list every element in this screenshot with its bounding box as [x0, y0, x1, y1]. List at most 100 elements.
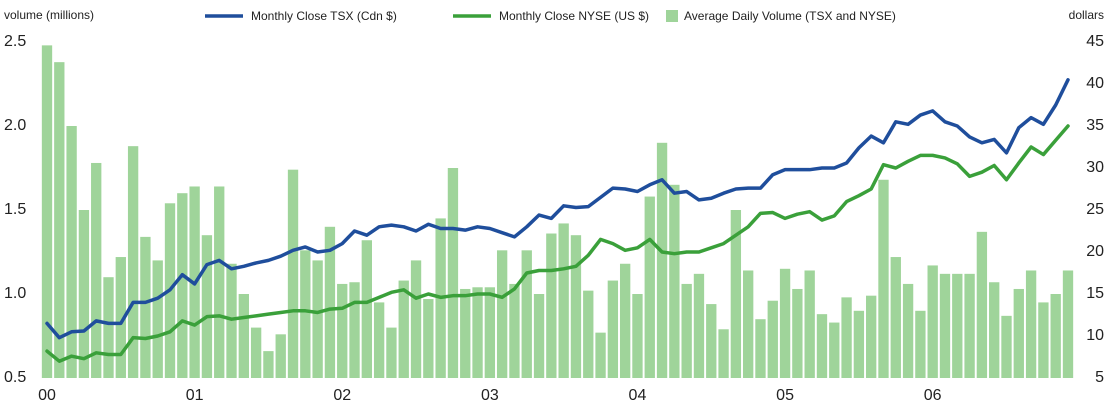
y-tick-label: 1.0: [4, 285, 26, 302]
bar: [1050, 294, 1061, 378]
bar: [939, 273, 951, 378]
bar: [287, 169, 299, 378]
bar: [779, 268, 791, 378]
bar: [373, 302, 385, 378]
bar: [460, 288, 471, 378]
bar: [952, 273, 963, 378]
bar: [804, 270, 815, 378]
x-tick-label: 00: [38, 387, 56, 404]
bar: [755, 319, 766, 378]
bar: [91, 162, 102, 378]
bar: [558, 223, 569, 378]
bar: [989, 282, 1000, 378]
bar: [201, 235, 213, 378]
bar: [583, 290, 594, 378]
y2-tick-label: 5: [1095, 369, 1104, 386]
bar: [730, 210, 742, 378]
y-tick-label: 2.5: [4, 33, 26, 50]
bar: [214, 186, 225, 378]
y2-tick-label: 25: [1086, 201, 1104, 218]
bar: [681, 283, 692, 378]
bar: [964, 273, 975, 378]
bar: [238, 294, 249, 378]
bar: [509, 283, 520, 378]
plot-area: 0.5 1.0 1.5 2.0 2.5 5 10 15 20 25 30 35 40 45 00 01 02 03…: [4, 33, 1104, 404]
y2-tick-label: 30: [1086, 159, 1104, 176]
bar: [619, 263, 631, 378]
legend: Monthly Close TSX (Cdn $) Monthly Close N…: [205, 9, 896, 23]
y2-tick-label: 10: [1086, 327, 1104, 344]
bar: [66, 126, 77, 378]
bar: [644, 196, 655, 378]
bar: [533, 294, 545, 378]
bar: [915, 310, 926, 378]
bar: [103, 277, 114, 378]
y-axis-title: volume (millions): [4, 8, 94, 22]
bar: [177, 193, 188, 378]
x-tick-label: 05: [776, 387, 794, 404]
x-tick-label: 03: [481, 387, 499, 404]
bar: [829, 322, 840, 378]
bar: [127, 146, 139, 378]
bar: [152, 260, 163, 378]
bar: [423, 299, 434, 378]
bar: [410, 260, 422, 378]
line: [45, 78, 1070, 340]
bar: [1038, 302, 1049, 378]
bar: [349, 282, 360, 378]
bar: [706, 304, 717, 378]
x-tick-label: 01: [186, 387, 204, 404]
bar: [275, 334, 286, 378]
y-tick-label: 0.5: [4, 369, 26, 386]
y2-tick-label: 20: [1086, 243, 1104, 260]
y-tick-label: 1.5: [4, 201, 26, 218]
line: [45, 124, 1070, 363]
legend-label: Monthly Close NYSE (US $): [499, 9, 649, 23]
bar: [1062, 270, 1074, 378]
y2-tick-label: 45: [1086, 33, 1104, 50]
bar: [767, 300, 778, 378]
y2-tick-label: 35: [1086, 117, 1104, 134]
bar: [792, 288, 803, 378]
bar: [1013, 288, 1024, 378]
bar: [41, 45, 53, 379]
bar: [976, 231, 988, 378]
bar: [447, 168, 459, 378]
bar: [693, 273, 705, 378]
bar: [1025, 270, 1037, 378]
x-tick-label: 04: [629, 387, 647, 404]
bar: [484, 287, 496, 378]
bar: [866, 295, 877, 378]
y2-tick-label: 15: [1086, 285, 1104, 302]
bar: [250, 327, 262, 378]
bar: [718, 329, 729, 378]
legend-label: Monthly Close TSX (Cdn $): [251, 9, 397, 23]
bar: [115, 257, 126, 378]
bar: [743, 270, 754, 378]
y-tick-label: 2.0: [4, 117, 26, 134]
bar: [546, 233, 557, 378]
bar: [521, 250, 532, 378]
legend-label: Average Daily Volume (TSX and NYSE): [684, 9, 896, 23]
bar: [632, 294, 643, 378]
bar: [841, 297, 852, 378]
y2-axis-title: dollars: [1069, 8, 1104, 22]
bar: [337, 283, 348, 378]
bar: [878, 179, 889, 378]
bar: [607, 280, 619, 378]
bar: [902, 283, 914, 378]
bar: [78, 210, 90, 378]
y2-tick-label: 40: [1086, 75, 1104, 92]
bar: [472, 287, 483, 378]
bar: [570, 235, 582, 378]
bar: [853, 310, 865, 378]
bar: [890, 257, 901, 378]
bar: [1001, 315, 1012, 378]
bar: [669, 184, 680, 378]
legend-swatch: [666, 10, 678, 22]
bar: [386, 327, 397, 378]
bar: [54, 62, 65, 378]
bar: [398, 280, 409, 378]
bar: [361, 240, 372, 378]
